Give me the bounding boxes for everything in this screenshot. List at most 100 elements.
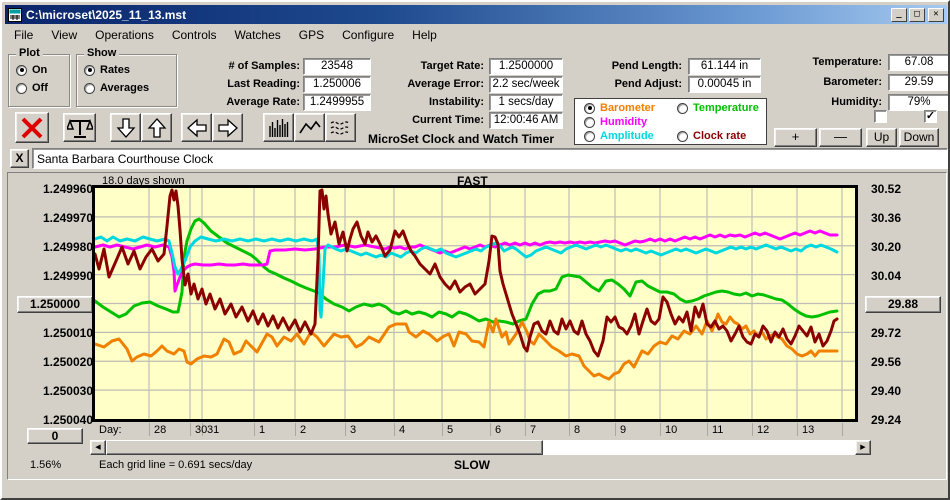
day-axis: Day: 28 30 31 1 2 3 4 5 6 7 8 9 10 11 12 13 xyxy=(95,423,857,438)
menu-view[interactable]: View xyxy=(51,27,78,42)
radio-circle-icon xyxy=(16,64,27,76)
radio-averages[interactable]: Averages xyxy=(84,82,149,94)
stats_env-label-2: Humidity: xyxy=(831,96,882,108)
radio-barometer[interactable]: Barometer xyxy=(584,102,655,114)
day-separator xyxy=(752,423,753,436)
zero-button[interactable]: 0 xyxy=(27,428,83,444)
radio-label: Off xyxy=(32,82,48,94)
scroll-right-arrow-icon[interactable]: ▶ xyxy=(855,440,871,455)
day-tick-13: 13 xyxy=(802,424,815,436)
radio-on[interactable]: On xyxy=(16,64,47,76)
day-tick-7: 7 xyxy=(530,424,537,436)
right-axis-tick: 29.24 xyxy=(871,413,902,427)
trace-legend-box: Barometer Temperature Humidity Amplitude Clo… xyxy=(574,98,767,145)
stats_samples-value-2: 1.2499955 xyxy=(303,94,371,111)
toolbar-arrow-left-button[interactable] xyxy=(181,113,212,142)
arrow-down-icon xyxy=(114,116,138,140)
radio-circle-icon xyxy=(584,102,595,114)
line-plot-icon xyxy=(298,116,322,140)
close-icon[interactable]: ✕ xyxy=(928,7,944,22)
right-axis-button[interactable]: 29.88 xyxy=(865,295,941,313)
toolbar-balance-scale-button[interactable] xyxy=(63,113,96,142)
stats_rate-value-0: 1.2500000 xyxy=(489,58,563,75)
menu-watches[interactable]: Watches xyxy=(234,27,281,42)
radio-temperature[interactable]: Temperature xyxy=(677,102,759,114)
radio-label: On xyxy=(32,64,48,76)
env-checkbox-2[interactable]: ✓ xyxy=(924,110,937,123)
grid-note-label: Each grid line = 0.691 secs/day xyxy=(99,459,253,471)
day-separator xyxy=(490,423,491,436)
plot-groupbox: Plot On Off xyxy=(8,47,70,107)
right-axis-tick: 29.56 xyxy=(871,355,902,370)
scale-down-button[interactable]: Down xyxy=(899,128,939,147)
toolbar-arrow-down-button[interactable] xyxy=(110,113,141,142)
menu-controls[interactable]: Controls xyxy=(171,27,217,42)
radio-dot-icon xyxy=(19,68,24,72)
radio-circle-icon xyxy=(84,82,95,94)
left-axis-tick: 1.250020 xyxy=(42,355,93,370)
menu-file[interactable]: File xyxy=(14,27,34,42)
day-separator xyxy=(190,423,191,436)
right-axis-tick: 30.20 xyxy=(871,239,902,254)
scrollbar-thumb[interactable] xyxy=(106,440,543,455)
left-axis-button[interactable]: 1.250000 xyxy=(17,295,93,313)
right-axis-tick: 30.52 xyxy=(871,182,902,196)
day-separator xyxy=(660,423,661,436)
radio-label: Temperature xyxy=(693,102,759,114)
env-checkbox-1[interactable] xyxy=(874,110,887,123)
stats_env-value-2: 79% xyxy=(888,94,948,111)
app-title: MicroSet Clock and Watch Timer xyxy=(368,132,555,146)
toolbar-line-plot-button[interactable] xyxy=(294,113,325,142)
radio-circle-icon xyxy=(584,116,595,128)
radio-label: Humidity xyxy=(600,116,648,128)
radio-clock-rate[interactable]: Clock rate xyxy=(677,130,746,142)
day-tick-2: 2 xyxy=(300,424,307,436)
rate-plus-button[interactable]: + xyxy=(774,128,817,147)
rate-minus-button[interactable]: — xyxy=(819,128,862,147)
day-separator xyxy=(615,423,616,436)
radio-circle-icon xyxy=(84,64,95,76)
series-humidity xyxy=(95,229,839,293)
day-separator xyxy=(442,423,443,436)
day-tick-3: 3 xyxy=(350,424,357,436)
arrow-left-icon xyxy=(185,116,209,140)
stats_env-label-1: Barometer: xyxy=(823,76,882,88)
radio-circle-icon xyxy=(677,130,688,142)
radio-circle-icon xyxy=(584,130,595,142)
menu-operations[interactable]: Operations xyxy=(95,27,154,42)
radio-humidity[interactable]: Humidity xyxy=(584,116,647,128)
maximize-icon[interactable]: □ xyxy=(909,7,925,22)
chart-canvas xyxy=(95,188,855,419)
day-tick-12: 12 xyxy=(757,424,770,436)
menu-help[interactable]: Help xyxy=(412,27,437,42)
radio-label: Barometer xyxy=(600,102,656,114)
radio-off[interactable]: Off xyxy=(16,82,48,94)
stats_pend-label-0: Pend Length: xyxy=(611,60,682,72)
day-tick-6: 6 xyxy=(495,424,502,436)
radio-amplitude[interactable]: Amplitude xyxy=(584,130,654,142)
scale-up-button[interactable]: Up xyxy=(866,128,897,147)
plot-area xyxy=(92,185,858,422)
stats_samples-label-1: Last Reading: xyxy=(227,78,300,90)
toolbar-arrow-right-button[interactable] xyxy=(212,113,243,142)
radio-rates[interactable]: Rates xyxy=(84,64,130,76)
day-tick-10: 10 xyxy=(665,424,678,436)
day-separator xyxy=(525,423,526,436)
toolbar-delete-red-x-button[interactable] xyxy=(15,112,49,143)
session-name-input[interactable] xyxy=(32,148,948,169)
clear-session-button[interactable]: X xyxy=(10,149,29,168)
toolbar-smooth-lines-button[interactable] xyxy=(325,113,356,142)
day-separator xyxy=(394,423,395,436)
title-bar[interactable]: C:\microset\2025_11_13.mst _ □ ✕ xyxy=(5,5,947,24)
menu-configure[interactable]: Configure xyxy=(342,27,395,42)
stats_pend-label-1: Pend Adjust: xyxy=(614,78,682,90)
time-scrollbar[interactable]: ◀ ▶ xyxy=(90,440,871,455)
toolbar-histogram-button[interactable] xyxy=(263,113,294,142)
battery-pct-label: 1.56% xyxy=(30,459,62,471)
toolbar-arrow-up-button[interactable] xyxy=(141,113,172,142)
scroll-left-arrow-icon[interactable]: ◀ xyxy=(90,440,106,455)
day-tick-5: 5 xyxy=(447,424,454,436)
minimize-icon[interactable]: _ xyxy=(891,7,907,22)
menu-gps[interactable]: GPS xyxy=(298,27,325,42)
stats_env-value-0: 67.08 xyxy=(888,54,948,71)
